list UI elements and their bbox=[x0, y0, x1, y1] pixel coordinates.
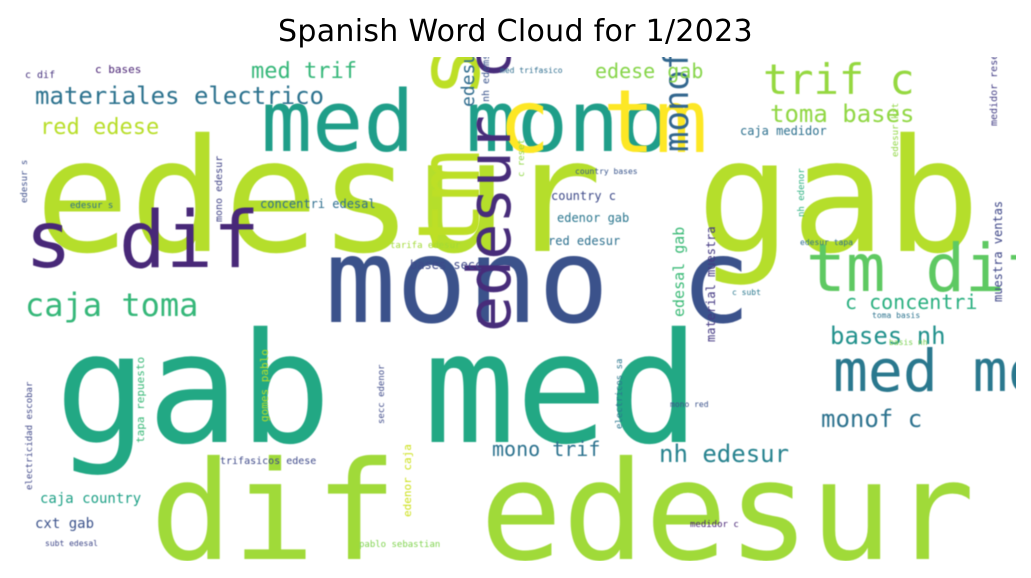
word-pablo-sebastian: pablo sebastian bbox=[359, 540, 441, 550]
word-edese-gab: edese gab bbox=[595, 59, 704, 83]
word-nh-edesur: nh edesur bbox=[659, 440, 790, 468]
word-subt-edesal: subt edesal bbox=[45, 539, 98, 548]
word-c-bases: c bases bbox=[95, 63, 142, 76]
word-tarifa-edesur: tarifa edesur bbox=[390, 241, 461, 251]
word-c-reset: c reset bbox=[517, 139, 527, 177]
word-mono-red: mono red bbox=[670, 400, 709, 409]
word-edesur-s: edesur s bbox=[20, 159, 30, 203]
word-country-bases: country bases bbox=[575, 167, 638, 176]
chart-title: Spanish Word Cloud for 1/2023 bbox=[278, 14, 753, 49]
word-nh-edenor: nh edenor bbox=[797, 168, 807, 217]
word-caja-toma: caja toma bbox=[25, 286, 199, 324]
word-mono-edesur: mono edesur bbox=[214, 155, 225, 222]
word-edesur-s: edesur s bbox=[70, 201, 114, 211]
word-electricidad-escobar: electricidad escobar bbox=[25, 381, 35, 490]
word-muestra-ventas: muestra ventas bbox=[991, 200, 1005, 302]
word-edesur-cxt: edesur cxt bbox=[458, 57, 479, 107]
word-country-c: country c bbox=[551, 189, 617, 203]
word-dif-edesur: dif edesur bbox=[150, 433, 975, 561]
word-secc-edenor: secc edenor bbox=[377, 364, 387, 424]
word-toma-bases: toma bases bbox=[770, 100, 915, 128]
word-trifasicos-edese: trifasicos edese bbox=[220, 456, 317, 467]
word-c-subt: c subt bbox=[732, 288, 761, 297]
word-tapa-repuesto: tapa repuesto bbox=[134, 356, 147, 443]
word-s-dif: s dif bbox=[25, 196, 260, 286]
word-edesur-gab: edesur gab bbox=[35, 106, 981, 289]
word-red-edesur: red edesur bbox=[548, 234, 621, 248]
word-med-trifasico: med trifasico bbox=[500, 66, 563, 75]
word-mono-trif: mono trif bbox=[492, 437, 601, 461]
word-c-tm: c tm bbox=[498, 71, 708, 173]
word-mono-c: mono c bbox=[325, 212, 752, 350]
word-materiales-electrico: materiales electrico bbox=[35, 82, 324, 110]
word-toma-basis: toma basis bbox=[872, 311, 921, 320]
word-basis-nh: basis nh bbox=[889, 338, 928, 347]
word-med-mono: med mono bbox=[261, 73, 671, 172]
word-electricos-sa: electricos sa bbox=[615, 358, 625, 429]
word-edenor-gab: edenor gab bbox=[557, 211, 630, 225]
word-c-concentri: c concentri bbox=[845, 290, 978, 314]
word-gomes-pablo: gomes pablo bbox=[258, 349, 271, 422]
word-bases-nh: bases nh bbox=[830, 322, 946, 350]
word-nh-edemsa: nh edemsa bbox=[481, 57, 492, 102]
word-edenor-caja: edenor caja bbox=[401, 444, 414, 517]
word-red-edese: red edese bbox=[40, 115, 160, 140]
word-cxt-gab: cxt gab bbox=[35, 516, 95, 532]
word-trif-c: trif c bbox=[763, 57, 915, 104]
word-edesal-gab: edesal gab bbox=[670, 226, 688, 317]
word-bases-secc: bases secc bbox=[410, 258, 483, 272]
word-cloud: edesur gab gab med dif edesur med mono c tm m… bbox=[15, 57, 1016, 561]
word-gab-med: gab med bbox=[55, 301, 700, 479]
word-medidor-reset: medidor reset bbox=[989, 57, 1000, 126]
word-med-trif: med trif bbox=[251, 59, 357, 84]
word-med-monof: med monof bbox=[833, 337, 1016, 405]
word-monof-c: monof c bbox=[821, 405, 923, 433]
word-medidor-c: medidor c bbox=[690, 520, 739, 530]
word-concentri-edesal: concentri edesal bbox=[260, 197, 376, 211]
word-caja-country: caja country bbox=[40, 491, 142, 507]
word-edesur-tapa: edesur tapa bbox=[800, 238, 853, 247]
word-caja-medidor: caja medidor bbox=[740, 124, 827, 138]
word-material-muestra: material muestra bbox=[704, 226, 718, 342]
word-c-dif: c dif bbox=[25, 70, 56, 81]
word-edesur-kit: edesur kit bbox=[891, 102, 901, 157]
word-tm-dif: tm dif bbox=[806, 230, 1016, 307]
